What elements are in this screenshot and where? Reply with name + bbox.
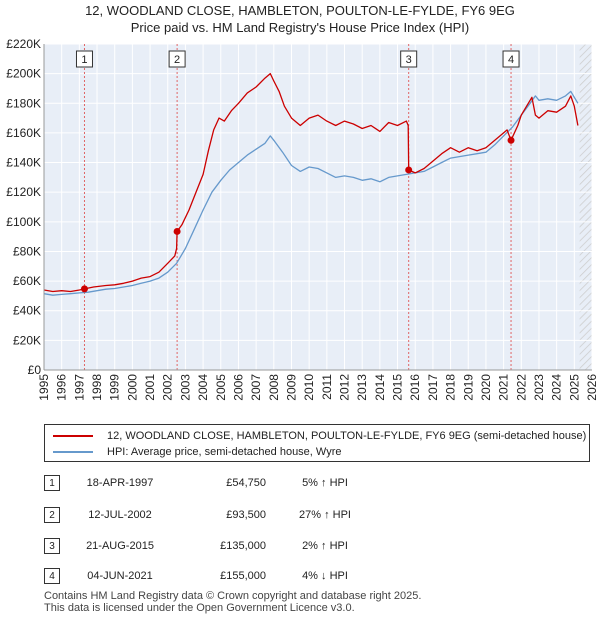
footer: Contains HM Land Registry data © Crown c… — [44, 590, 421, 614]
x-tick-label: 2010 — [302, 374, 316, 401]
transaction-row: 2 12-JUL-2002 £93,500 27% ↑ HPI — [0, 507, 600, 525]
sale-point — [507, 136, 515, 144]
y-tick-label: £100K — [6, 215, 41, 229]
transaction-price: £135,000 — [220, 540, 266, 552]
transaction-number: 1 — [44, 475, 60, 491]
legend-label-property: 12, WOODLAND CLOSE, HAMBLETON, POULTON-L… — [107, 430, 587, 442]
x-tick-label: 2002 — [161, 374, 175, 401]
y-tick-label: £80K — [13, 244, 41, 258]
sale-point — [173, 227, 181, 235]
x-tick-label: 2011 — [320, 374, 334, 400]
legend: 12, WOODLAND CLOSE, HAMBLETON, POULTON-L… — [44, 424, 590, 462]
x-tick-label: 2024 — [550, 374, 564, 401]
chart-subtitle: Price paid vs. HM Land Registry's House … — [130, 20, 470, 35]
x-tick-label: 2026 — [585, 374, 599, 401]
x-tick-label: 2016 — [408, 374, 422, 401]
x-tick-label: 2014 — [373, 374, 387, 401]
sale-marker-box — [400, 50, 418, 68]
sale-marker-box — [75, 50, 93, 68]
y-tick-label: £120K — [6, 185, 41, 199]
sale-marker-label: 4 — [508, 54, 514, 66]
x-tick-label: 2021 — [497, 374, 511, 401]
legend-item-hpi: HPI: Average price, semi-detached house,… — [45, 444, 341, 460]
sale-marker-label: 2 — [174, 54, 180, 66]
y-tick-label: £200K — [6, 67, 41, 81]
x-tick-label: 2012 — [338, 374, 352, 401]
footer-licence: This data is licensed under the Open Gov… — [44, 602, 355, 614]
transaction-price: £93,500 — [226, 509, 266, 521]
x-tick-label: 2008 — [267, 374, 281, 401]
y-tick-label: £180K — [6, 96, 41, 110]
x-tick-label: 2019 — [461, 374, 475, 401]
x-tick-label: 2003 — [178, 374, 192, 401]
sale-point — [80, 285, 88, 293]
x-tick-label: 2000 — [125, 374, 139, 401]
x-tick-label: 2006 — [231, 374, 245, 401]
x-tick-label: 2004 — [196, 374, 210, 401]
sale-marker-label: 3 — [406, 54, 412, 66]
y-tick-label: £140K — [6, 156, 41, 170]
transaction-row: 4 04-JUN-2021 £155,000 4% ↓ HPI — [0, 568, 600, 586]
transaction-date: 12-JUL-2002 — [88, 509, 152, 521]
transaction-hpi: 27% ↑ HPI — [299, 509, 351, 521]
x-tick-label: 2007 — [249, 374, 263, 401]
x-tick-label: 1999 — [108, 374, 122, 401]
x-tick-label: 1995 — [37, 374, 51, 401]
transaction-hpi: 4% ↓ HPI — [302, 570, 348, 582]
y-tick-label: £220K — [6, 37, 41, 51]
transaction-hpi: 5% ↑ HPI — [302, 477, 348, 489]
y-tick-label: £60K — [13, 274, 41, 288]
transaction-row: 1 18-APR-1997 £54,750 5% ↑ HPI — [0, 475, 600, 493]
transaction-date: 21-AUG-2015 — [86, 540, 154, 552]
y-tick-label: £20K — [13, 333, 41, 347]
x-tick-label: 2013 — [355, 374, 369, 401]
legend-label-hpi: HPI: Average price, semi-detached house,… — [107, 446, 342, 458]
x-tick-label: 2025 — [567, 374, 581, 401]
plot-area — [44, 44, 592, 370]
transaction-number: 2 — [44, 507, 60, 523]
x-tick-label: 2017 — [426, 374, 440, 401]
x-tick-label: 2015 — [391, 374, 405, 401]
footer-copyright: Contains HM Land Registry data © Crown c… — [44, 590, 422, 602]
sale-marker-box — [168, 50, 186, 68]
x-tick-label: 1997 — [72, 374, 86, 401]
x-tick-label: 2023 — [532, 374, 546, 401]
price-chart: £0 £20K £40K £60K £80K £100K £120K £140K £160K £1… — [6, 37, 599, 401]
property-price-line — [43, 72, 579, 293]
transaction-number: 4 — [44, 568, 60, 584]
y-tick-label: £0 — [28, 363, 42, 377]
future-hatch-region — [579, 44, 592, 370]
x-tick-label: 2009 — [284, 374, 298, 401]
transaction-date: 18-APR-1997 — [86, 477, 154, 489]
x-tick-label: 2020 — [479, 374, 493, 401]
legend-swatch-property — [53, 435, 93, 437]
y-tick-label: £160K — [6, 126, 41, 140]
transaction-price: £155,000 — [220, 570, 266, 582]
sale-point — [405, 166, 413, 174]
legend-swatch-hpi — [53, 451, 93, 453]
x-tick-label: 1996 — [55, 374, 69, 401]
x-tick-label: 2005 — [214, 374, 228, 401]
y-tick-label: £40K — [13, 304, 41, 318]
sale-marker-box — [502, 50, 520, 68]
hpi-line — [43, 90, 579, 296]
transaction-price: £54,750 — [226, 477, 266, 489]
legend-item-property: 12, WOODLAND CLOSE, HAMBLETON, POULTON-L… — [45, 428, 586, 444]
x-tick-label: 2022 — [514, 374, 528, 401]
x-tick-label: 2001 — [143, 374, 157, 401]
transaction-row: 3 21-AUG-2015 £135,000 2% ↑ HPI — [0, 538, 600, 556]
x-tick-label: 1998 — [90, 374, 104, 401]
x-tick-label: 2018 — [444, 374, 458, 401]
transaction-number: 3 — [44, 538, 60, 554]
transaction-date: 04-JUN-2021 — [87, 570, 153, 582]
chart-title: 12, WOODLAND CLOSE, HAMBLETON, POULTON-L… — [85, 3, 515, 18]
sale-marker-label: 1 — [81, 54, 87, 66]
transaction-hpi: 2% ↑ HPI — [302, 540, 348, 552]
